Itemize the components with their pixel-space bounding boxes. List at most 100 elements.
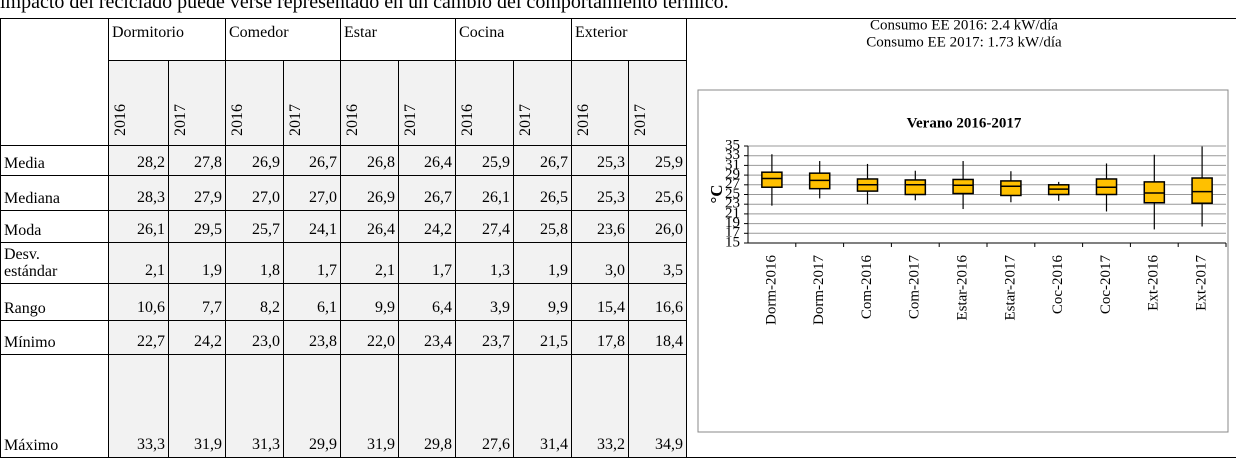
year-header: 2016 (455, 60, 515, 146)
box (952, 178, 974, 195)
y-tick-label: 15 (725, 234, 740, 250)
cell-value: 9,9 (340, 283, 400, 321)
cell-value: 26,0 (628, 210, 688, 243)
cell-value: 26,4 (340, 210, 400, 243)
year-header: 2017 (168, 60, 226, 146)
corner-cell (0, 18, 109, 146)
year-header: 2017 (398, 60, 457, 146)
cell-value: 17,8 (571, 320, 630, 355)
consumo-2017: Consumo EE 2017: 1.73 kW/día (866, 34, 1062, 50)
row-label: Moda (0, 210, 109, 243)
cell-value: 7,7 (168, 283, 226, 321)
row-label: Desv. estándar (0, 242, 109, 284)
cell-value: 26,1 (108, 210, 169, 243)
row-label: Media (0, 145, 109, 176)
cell-value: 25,3 (571, 145, 630, 176)
cell-value: 23,4 (398, 320, 457, 355)
cell-value: 26,7 (282, 145, 342, 176)
cell-value: 1,9 (513, 242, 573, 284)
cell-value: 25,6 (628, 175, 688, 211)
cell-value: 29,5 (168, 210, 226, 243)
box (761, 171, 783, 188)
intro-text: impacto del reciclado puede verse repres… (0, 0, 729, 13)
cell-value: 26,7 (398, 175, 457, 211)
cell-value: 23,8 (282, 320, 342, 355)
cell-value: 18,4 (628, 320, 688, 355)
cell-value: 25,7 (225, 210, 284, 243)
row-label: Mínimo (0, 320, 109, 355)
x-tick-label: Estar-2017 (1002, 255, 1018, 321)
cell-value: 22,7 (108, 320, 169, 355)
cell-value: 29,8 (398, 354, 457, 458)
chart-frame (697, 89, 1229, 433)
cell-value: 27,0 (225, 175, 284, 211)
cell-value: 24,2 (168, 320, 226, 355)
x-tick-label: Coc-2016 (1050, 255, 1066, 315)
cell-value: 25,9 (628, 145, 688, 176)
cell-value: 2,1 (340, 242, 400, 284)
cell-value: 22,0 (340, 320, 400, 355)
cell-value: 26,5 (513, 175, 573, 211)
year-header: 2016 (571, 60, 630, 146)
cell-value: 3,9 (455, 283, 515, 321)
cell-value: 1,9 (168, 242, 226, 284)
y-tick-label: 31 (725, 157, 740, 173)
y-tick-label: 33 (725, 147, 740, 163)
y-tick-label: 25 (725, 186, 740, 202)
x-tick-label: Dorm-2017 (811, 255, 827, 325)
x-tick-label: Com-2017 (907, 255, 923, 320)
year-header: 2016 (108, 60, 169, 146)
cell-value: 10,6 (108, 283, 169, 321)
cell-value: 25,8 (513, 210, 573, 243)
y-tick-label: 27 (725, 176, 741, 192)
year-header: 2016 (340, 60, 400, 146)
cell-value: 8,2 (225, 283, 284, 321)
x-tick-label: Com-2016 (859, 255, 875, 320)
box (904, 179, 927, 196)
x-tick-label: Dorm-2016 (763, 255, 779, 325)
cell-value: 6,1 (282, 283, 342, 321)
cell-value: 27,9 (168, 175, 226, 211)
cell-value: 16,6 (628, 283, 688, 321)
group-header: Dormitorio (108, 18, 226, 61)
cell-value: 26,9 (225, 145, 284, 176)
cell-value: 26,8 (340, 145, 400, 176)
cell-value: 23,6 (571, 210, 630, 243)
cell-value: 24,2 (398, 210, 457, 243)
cell-value: 31,3 (225, 354, 284, 458)
cell-value: 28,3 (108, 175, 169, 211)
cell-value: 3,5 (628, 242, 688, 284)
cell-value: 1,3 (455, 242, 515, 284)
box (1000, 180, 1022, 197)
cell-value: 9,9 (513, 283, 573, 321)
cell-value: 21,5 (513, 320, 573, 355)
cell-value: 34,9 (628, 354, 688, 458)
y-tick-label: 23 (725, 196, 740, 212)
y-tick-label: 19 (725, 215, 740, 231)
row-label: Mediana (0, 175, 109, 211)
y-axis-label: °C (707, 184, 726, 203)
cell-value: 33,2 (571, 354, 630, 458)
y-tick-label: 17 (725, 225, 741, 241)
group-header: Estar (340, 18, 457, 61)
x-tick-label: Ext-2016 (1146, 255, 1162, 311)
cell-value: 31,4 (513, 354, 573, 458)
cell-value: 23,0 (225, 320, 284, 355)
cell-value: 1,7 (398, 242, 457, 284)
cell-value: 6,4 (398, 283, 457, 321)
cell-value: 27,6 (455, 354, 515, 458)
cell-value: 1,7 (282, 242, 342, 284)
consumo-2016: Consumo EE 2016: 2.4 kW/día (870, 17, 1058, 33)
cell-value: 31,9 (168, 354, 226, 458)
cell-value: 25,3 (571, 175, 630, 211)
year-header: 2017 (513, 60, 573, 146)
x-tick-label: Ext-2017 (1194, 255, 1210, 311)
cell-value: 33,3 (108, 354, 169, 458)
y-tick-label: 35 (725, 137, 740, 153)
group-header: Exterior (571, 18, 688, 61)
x-tick-label: Coc-2017 (1098, 255, 1114, 315)
year-header: 2016 (225, 60, 284, 146)
cell-value: 31,9 (340, 354, 400, 458)
